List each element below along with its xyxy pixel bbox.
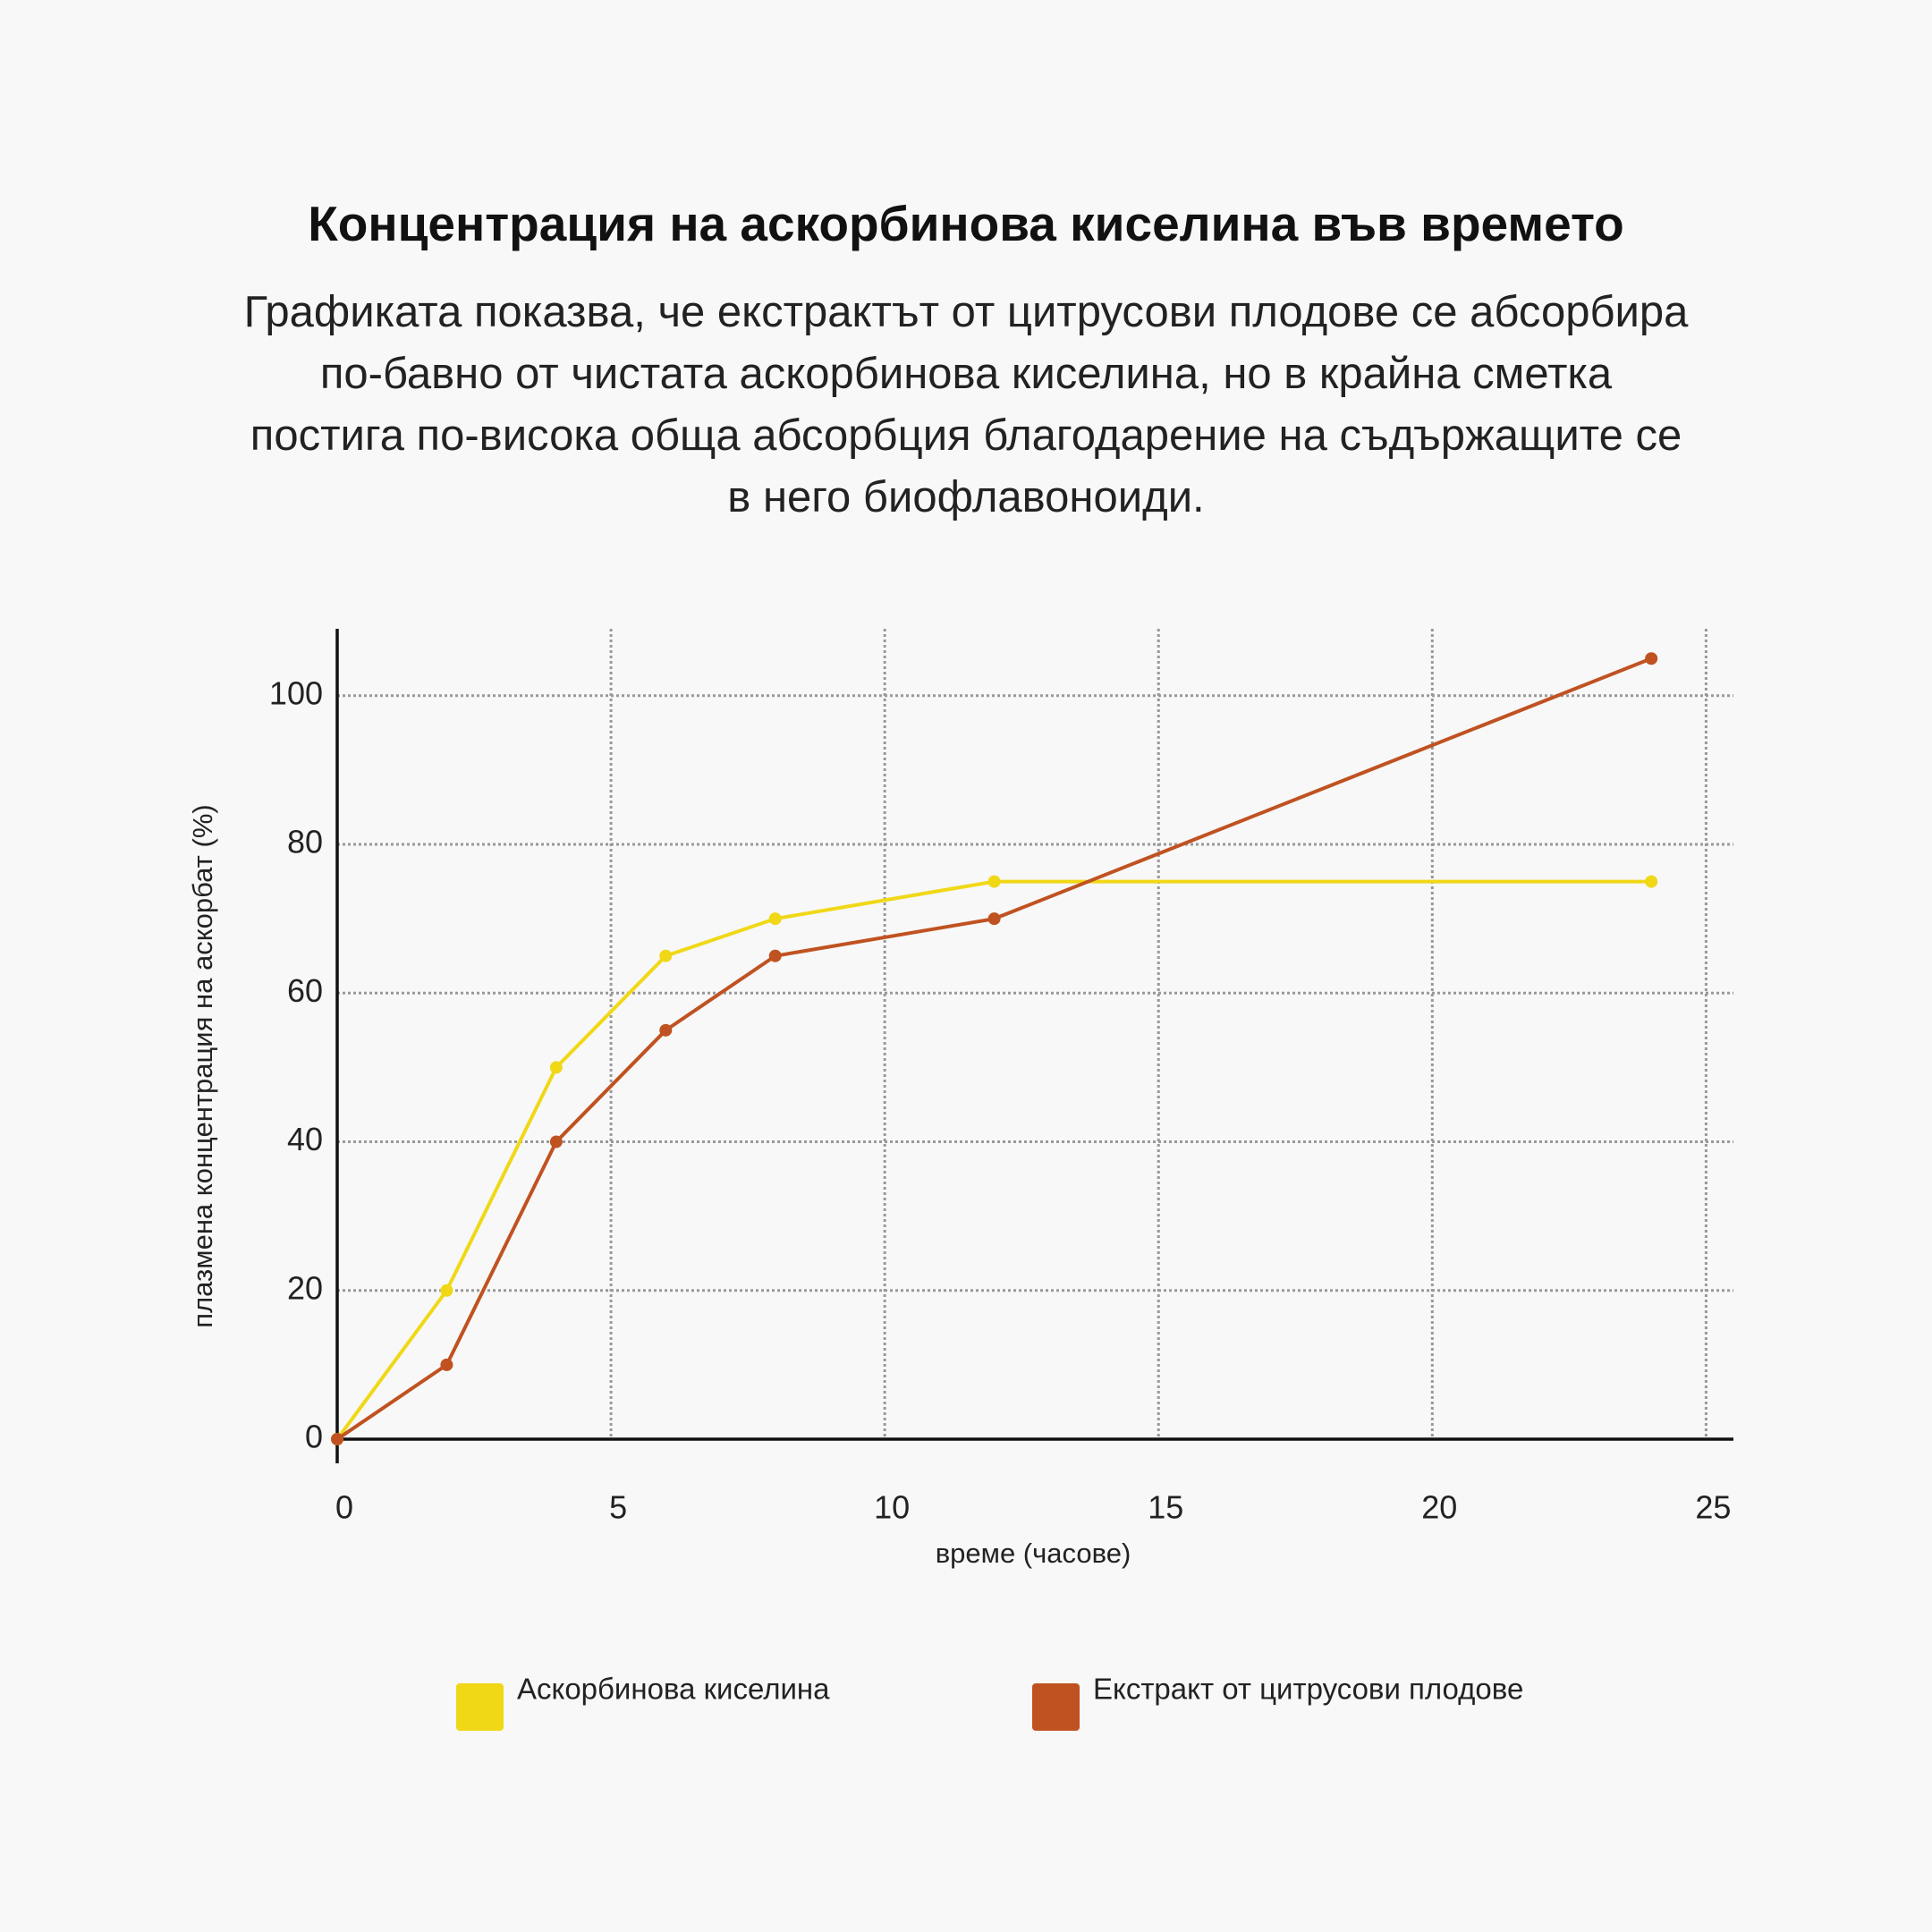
legend-label: Аскорбинова киселина	[517, 1673, 830, 1706]
y-tick-label: 40	[287, 1121, 323, 1157]
x-tick-label: 20	[1421, 1489, 1457, 1526]
data-point	[659, 1023, 673, 1037]
x-tick-label: 25	[1695, 1489, 1731, 1526]
series-line	[335, 657, 1652, 1441]
x-axis-label: време (часове)	[936, 1538, 1131, 1569]
data-point	[331, 1433, 343, 1445]
series-line	[335, 879, 1652, 1441]
y-tick-label: 60	[287, 972, 323, 1009]
data-point	[768, 912, 782, 926]
y-tick-label: 20	[287, 1269, 323, 1306]
y-tick-label: 0	[305, 1419, 323, 1455]
x-tick-label: 15	[1148, 1489, 1183, 1526]
legend-swatch	[456, 1683, 504, 1731]
y-tick-label: 80	[287, 824, 323, 860]
chart-title: Концентрация на аскорбинова киселина във…	[308, 196, 1624, 251]
data-point	[440, 1284, 453, 1297]
data-point	[549, 1135, 563, 1148]
y-axis-label: плазмена концентрация на аскорбат (%)	[187, 804, 218, 1327]
chart-subtitle: Графиката показва, че екстрактът от цитр…	[243, 288, 1689, 521]
data-point	[987, 912, 1001, 926]
y-tick-label: 100	[269, 674, 323, 711]
x-tick-label: 10	[874, 1489, 910, 1526]
data-point	[549, 1061, 563, 1074]
x-tick-label: 0	[335, 1489, 353, 1526]
data-point	[1645, 875, 1658, 888]
x-tick-label: 5	[609, 1489, 627, 1526]
legend-swatch	[1032, 1683, 1080, 1731]
data-point	[768, 949, 782, 962]
data-point	[987, 875, 1001, 888]
data-point	[659, 949, 673, 962]
data-point	[440, 1358, 453, 1371]
data-point	[1645, 652, 1658, 665]
legend-label: Екстракт от цитрусови плодове	[1093, 1673, 1523, 1706]
